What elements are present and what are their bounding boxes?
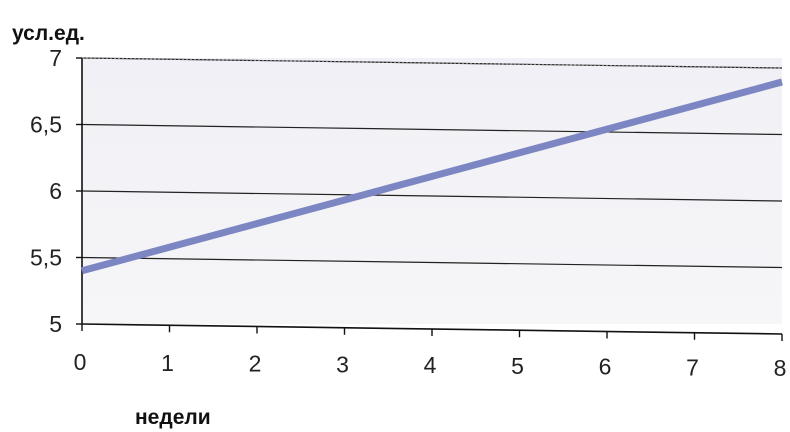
y-tick-label-3: 5,5 — [30, 245, 62, 271]
plot-top-border — [81, 57, 783, 69]
y-tick-labels: 7 6,5 6 5,5 5 — [30, 45, 62, 337]
grid-lines — [81, 57, 783, 269]
y-axis-title: усл.ед. — [12, 22, 85, 45]
y-tick-label-0: 7 — [49, 45, 62, 71]
x-tick-label-7: 7 — [686, 354, 699, 380]
x-tick-label-5: 5 — [511, 353, 524, 379]
x-tick-label-4: 4 — [424, 352, 437, 378]
gridline-3 — [81, 256, 783, 269]
x-tick-labels: 0 1 2 3 4 5 6 7 8 — [74, 349, 787, 381]
gridline-1 — [81, 123, 783, 136]
x-tick-label-8: 8 — [774, 355, 787, 381]
x-tick-label-1: 1 — [161, 350, 174, 376]
x-axis-title: недели — [135, 406, 211, 429]
axes — [76, 57, 783, 341]
y-tick-label-2: 6 — [49, 178, 62, 204]
series-line-0 — [81, 78, 783, 275]
x-tick-label-0: 0 — [74, 349, 87, 375]
y-tick-label-1: 6,5 — [30, 112, 62, 138]
plot-area — [82, 58, 782, 324]
gridline-2 — [81, 190, 783, 202]
x-tick-label-2: 2 — [249, 351, 262, 377]
x-tick-label-3: 3 — [336, 351, 349, 377]
series-layer — [81, 78, 783, 275]
x-tick-label-6: 6 — [599, 354, 612, 380]
y-tick-label-4: 5 — [49, 311, 62, 337]
